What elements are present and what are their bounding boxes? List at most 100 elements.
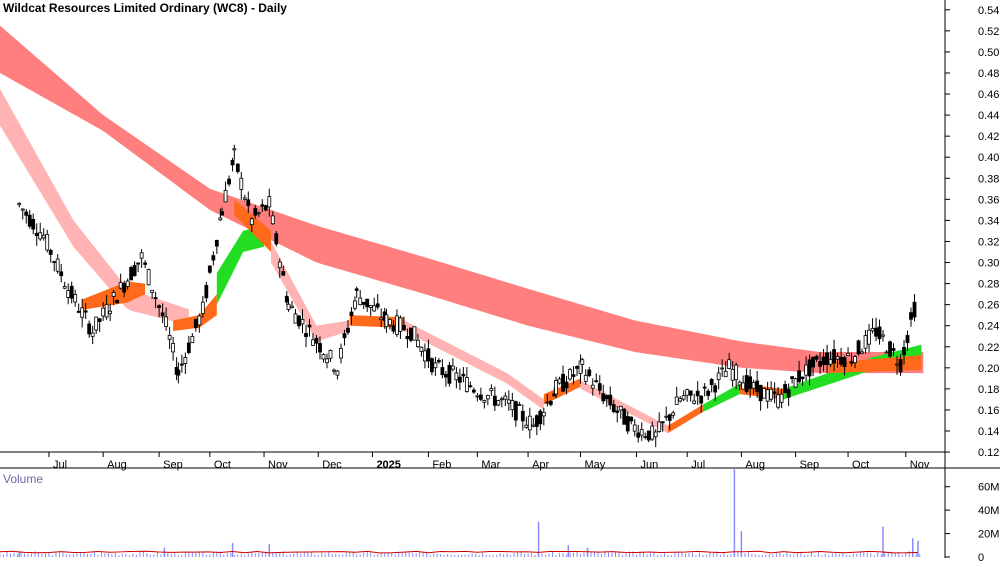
candle-body xyxy=(304,333,308,338)
candle-body xyxy=(653,431,658,438)
candle-body xyxy=(139,252,144,259)
candle-body xyxy=(207,265,212,273)
candle-body xyxy=(66,290,71,298)
candle-body xyxy=(783,384,788,393)
candle-body xyxy=(723,371,728,378)
candle-body xyxy=(860,351,864,354)
candle-body xyxy=(769,388,774,400)
candle-body xyxy=(69,285,74,299)
candle-body xyxy=(153,297,158,300)
candle-body xyxy=(797,370,802,383)
candle-body xyxy=(346,327,350,333)
candle-body xyxy=(681,395,686,400)
y-tick-label: 0.20 xyxy=(978,363,999,375)
y-tick-label: 0.14 xyxy=(978,426,999,438)
candle-body xyxy=(200,301,205,314)
candle-body xyxy=(667,414,672,421)
candle-body xyxy=(242,197,247,200)
candle-body xyxy=(405,336,410,340)
candle-body xyxy=(325,358,329,364)
short-band-segment xyxy=(403,320,544,410)
candle-body xyxy=(912,301,917,318)
candle-body xyxy=(214,239,219,247)
y-tick-label: 0.12 xyxy=(978,447,999,459)
x-tick-label: Oct xyxy=(852,459,869,471)
candle-body xyxy=(499,398,504,401)
candle-body xyxy=(270,215,275,225)
candle-body xyxy=(122,283,127,293)
candle-body xyxy=(513,401,518,421)
candle-body xyxy=(314,337,319,344)
candle-body xyxy=(426,348,431,362)
candle-body xyxy=(433,362,438,369)
candle-body xyxy=(478,394,483,400)
candle-body xyxy=(660,421,665,424)
volume-tick-label: 60M xyxy=(978,482,999,494)
volume-tick-label: 40M xyxy=(978,505,999,517)
y-tick-label: 0.46 xyxy=(978,89,999,101)
candle-body xyxy=(716,372,721,380)
candle-body xyxy=(239,177,244,190)
candle-body xyxy=(388,319,392,326)
candle-body xyxy=(557,378,562,384)
candle-body xyxy=(90,332,95,337)
candle-body xyxy=(111,291,116,297)
candle-body xyxy=(38,232,43,240)
candle-body xyxy=(179,363,184,366)
candle-body xyxy=(685,389,690,396)
x-tick-label: 2025 xyxy=(376,459,400,471)
candle-body xyxy=(594,380,599,383)
candle-body xyxy=(804,364,808,376)
candle-body xyxy=(839,356,843,365)
candle-body xyxy=(657,421,662,432)
candle-body xyxy=(286,303,291,310)
candle-body xyxy=(632,424,637,432)
short-band-segment xyxy=(173,294,217,331)
candle-body xyxy=(650,425,655,440)
candle-body xyxy=(818,361,822,367)
candle-body xyxy=(748,376,753,389)
x-tick-label: Oct xyxy=(214,459,231,471)
candle-body xyxy=(115,299,120,304)
candle-body xyxy=(87,323,92,335)
candle-body xyxy=(545,401,550,404)
candle-body xyxy=(867,329,871,345)
candle-body xyxy=(253,208,258,216)
candle-body xyxy=(339,348,343,359)
volume-tick-label: 20M xyxy=(978,529,999,541)
candle-body xyxy=(358,297,363,306)
short-band-segment xyxy=(828,355,922,374)
candle-body xyxy=(891,348,896,351)
candle-body xyxy=(76,310,81,313)
candle-body xyxy=(688,390,693,396)
candle-body xyxy=(564,381,569,389)
candle-body xyxy=(83,310,88,313)
x-tick-label: Mar xyxy=(481,459,500,471)
candle-body xyxy=(52,261,57,263)
y-tick-label: 0.36 xyxy=(978,194,999,206)
candle-body xyxy=(905,335,910,344)
candle-body xyxy=(554,380,558,395)
candle-body xyxy=(793,378,798,388)
candle-body xyxy=(475,395,480,398)
candle-body xyxy=(636,432,641,438)
candle-body xyxy=(186,342,191,353)
candle-body xyxy=(524,424,529,428)
candle-body xyxy=(776,394,781,408)
candle-body xyxy=(531,424,536,427)
candle-body xyxy=(349,311,354,316)
y-tick-label: 0.38 xyxy=(978,173,999,185)
y-tick-label: 0.16 xyxy=(978,405,999,417)
candle-body xyxy=(482,400,487,403)
candle-body xyxy=(496,400,501,406)
candle-body xyxy=(625,416,630,432)
candle-body xyxy=(646,430,651,441)
candle-body xyxy=(744,375,749,392)
candle-body xyxy=(293,313,298,324)
candle-body xyxy=(568,369,572,380)
candle-body xyxy=(468,385,473,388)
candle-body xyxy=(454,372,459,381)
candle-body xyxy=(604,395,609,400)
candle-body xyxy=(561,373,565,392)
